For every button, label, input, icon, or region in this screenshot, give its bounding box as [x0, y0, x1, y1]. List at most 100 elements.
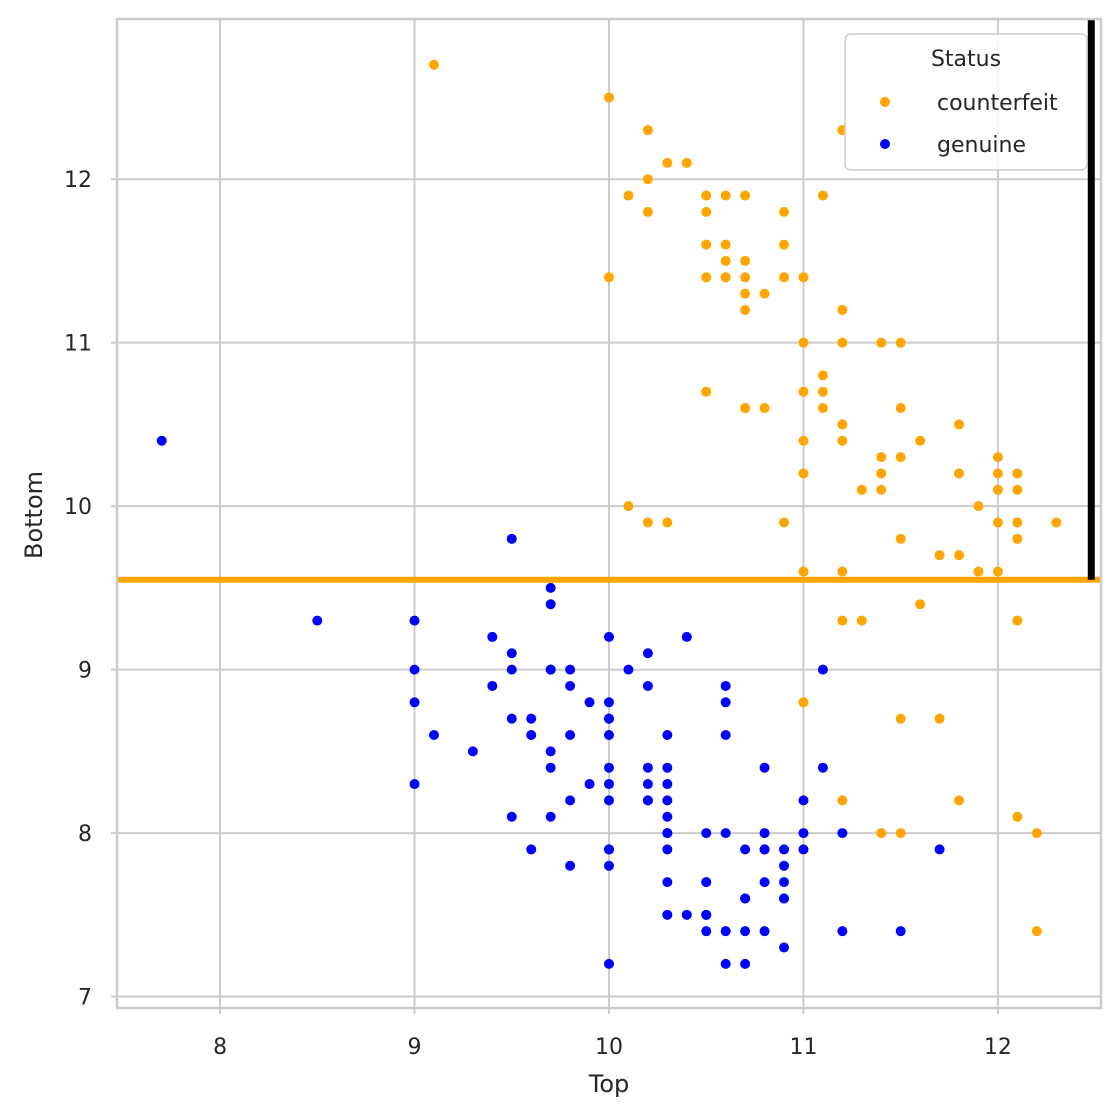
- point-genuine: [526, 730, 537, 741]
- point-counterfeit: [740, 288, 751, 299]
- x-tick-labels: 8 9 10 11 12: [213, 1035, 1012, 1060]
- point-counterfeit: [876, 337, 887, 348]
- point-genuine: [779, 860, 790, 871]
- point-genuine: [759, 877, 770, 888]
- point-counterfeit: [876, 468, 887, 479]
- y-tick-label: 7: [78, 986, 92, 1011]
- point-genuine: [467, 746, 478, 757]
- point-genuine: [604, 762, 614, 773]
- point-counterfeit: [895, 828, 906, 839]
- point-genuine: [565, 860, 576, 871]
- point-counterfeit: [642, 174, 653, 185]
- point-counterfeit: [642, 517, 653, 528]
- y-tick-label: 12: [64, 168, 92, 193]
- point-genuine: [545, 599, 556, 610]
- point-genuine: [506, 533, 517, 544]
- point-counterfeit: [954, 795, 965, 806]
- point-genuine: [681, 631, 692, 642]
- point-counterfeit: [779, 272, 790, 283]
- point-genuine: [662, 811, 673, 822]
- point-genuine: [759, 828, 770, 839]
- point-genuine: [506, 648, 517, 659]
- point-genuine: [740, 958, 751, 969]
- x-tick-label: 8: [213, 1035, 227, 1060]
- point-genuine: [779, 893, 790, 904]
- point-counterfeit: [856, 615, 867, 626]
- point-counterfeit: [856, 484, 867, 495]
- point-counterfeit: [1012, 811, 1023, 822]
- point-genuine: [895, 926, 906, 937]
- point-genuine: [545, 811, 556, 822]
- point-counterfeit: [662, 517, 673, 528]
- point-counterfeit: [662, 157, 673, 168]
- x-tick-label: 11: [789, 1035, 817, 1060]
- point-counterfeit: [604, 92, 614, 103]
- point-genuine: [565, 664, 576, 675]
- data-points: [156, 59, 1062, 969]
- y-tick-label: 8: [78, 822, 92, 847]
- legend-title: Status: [931, 47, 1001, 72]
- point-genuine: [837, 828, 848, 839]
- point-counterfeit: [895, 713, 906, 724]
- point-genuine: [312, 615, 323, 626]
- legend-label-genuine: genuine: [937, 133, 1026, 158]
- point-counterfeit: [895, 337, 906, 348]
- point-counterfeit: [992, 468, 1003, 479]
- x-tick-label: 9: [408, 1035, 422, 1060]
- point-counterfeit: [740, 304, 751, 315]
- point-genuine: [701, 909, 712, 920]
- point-counterfeit: [428, 59, 439, 70]
- point-genuine: [701, 828, 712, 839]
- point-genuine: [662, 877, 673, 888]
- point-genuine: [701, 926, 712, 937]
- point-counterfeit: [798, 337, 809, 348]
- point-genuine: [545, 746, 556, 757]
- y-tick-label: 11: [64, 332, 92, 357]
- point-genuine: [759, 926, 770, 937]
- point-counterfeit: [740, 255, 751, 266]
- point-genuine: [526, 713, 537, 724]
- point-genuine: [604, 730, 614, 741]
- y-tick-label: 10: [64, 495, 92, 520]
- point-counterfeit: [837, 304, 848, 315]
- point-genuine: [409, 779, 420, 790]
- point-counterfeit: [837, 419, 848, 430]
- point-genuine: [409, 664, 420, 675]
- point-counterfeit: [837, 615, 848, 626]
- point-genuine: [428, 730, 439, 741]
- point-counterfeit: [798, 697, 809, 708]
- point-genuine: [740, 893, 751, 904]
- point-genuine: [720, 828, 731, 839]
- x-axis-label: Top: [588, 1070, 630, 1098]
- point-genuine: [720, 730, 731, 741]
- point-genuine: [409, 615, 420, 626]
- plot-frame: [115, 17, 1103, 1010]
- point-genuine: [604, 860, 614, 871]
- point-counterfeit: [798, 386, 809, 397]
- x-tick-label: 12: [984, 1035, 1012, 1060]
- point-genuine: [642, 680, 653, 691]
- point-counterfeit: [681, 157, 692, 168]
- point-counterfeit: [876, 828, 887, 839]
- point-counterfeit: [701, 206, 712, 217]
- point-genuine: [604, 958, 614, 969]
- point-counterfeit: [798, 566, 809, 577]
- point-genuine: [720, 680, 731, 691]
- point-counterfeit: [895, 452, 906, 463]
- point-counterfeit: [973, 566, 984, 577]
- point-counterfeit: [895, 403, 906, 414]
- legend-box: [844, 33, 1088, 171]
- point-genuine: [740, 926, 751, 937]
- point-genuine: [565, 730, 576, 741]
- point-genuine: [623, 664, 634, 675]
- point-counterfeit: [934, 550, 945, 561]
- point-counterfeit: [759, 403, 770, 414]
- point-counterfeit: [1031, 828, 1042, 839]
- point-genuine: [720, 697, 731, 708]
- point-counterfeit: [837, 435, 848, 446]
- point-counterfeit: [642, 206, 653, 217]
- point-counterfeit: [817, 190, 828, 201]
- legend-label-counterfeit: counterfeit: [937, 91, 1058, 116]
